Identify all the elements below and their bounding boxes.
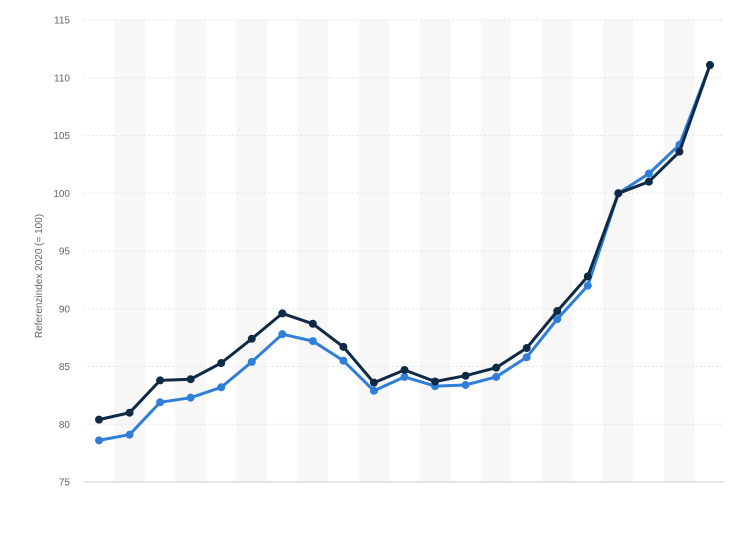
- series-2-point: [553, 315, 562, 324]
- series-1-point: [553, 307, 562, 316]
- y-tick-label: 100: [53, 189, 70, 200]
- series-1-point: [461, 371, 470, 380]
- series-1-point: [369, 378, 378, 387]
- series-group: [95, 61, 714, 445]
- y-tick-label: 110: [54, 73, 70, 84]
- series-1-point: [278, 309, 287, 318]
- y-tick-label: 80: [59, 420, 71, 431]
- y-tick-label: 75: [59, 478, 71, 489]
- series-2-point: [644, 169, 653, 178]
- series-2-point: [217, 383, 226, 392]
- y-tick-label: 85: [59, 362, 71, 373]
- series-1-point: [583, 272, 592, 281]
- series-2-point: [186, 393, 195, 402]
- series-1-point: [492, 363, 501, 372]
- series-1-point: [644, 177, 653, 186]
- series-2-point: [308, 337, 317, 346]
- series-2-point: [156, 398, 165, 407]
- series-1-point: [125, 408, 134, 417]
- series-2-point: [492, 372, 501, 381]
- series-1-point: [156, 376, 165, 385]
- y-axis-ticks: 75 80 85 90 95 100 105 110 115: [53, 16, 70, 489]
- series-2-point: [278, 330, 287, 339]
- series-2-point: [461, 380, 470, 389]
- series-1-point: [247, 334, 256, 343]
- series-1-point: [217, 359, 226, 368]
- series-1-point: [186, 375, 195, 384]
- y-tick-label: 105: [53, 131, 70, 142]
- series-1-point: [675, 147, 684, 156]
- series-2-point: [583, 281, 592, 290]
- series-1-point: [706, 61, 714, 70]
- series-1-point: [95, 415, 103, 424]
- series-2-point: [369, 386, 378, 395]
- series-2-point: [339, 356, 348, 365]
- gridlines: [84, 19, 724, 483]
- series-1-point: [522, 344, 531, 353]
- series-2-point: [522, 353, 531, 362]
- series-1-point: [400, 365, 409, 374]
- series-1-point: [339, 342, 348, 351]
- series-2-point: [125, 430, 134, 439]
- series-1-point: [308, 319, 317, 328]
- y-tick-label: 115: [54, 16, 70, 27]
- series-2-point: [95, 436, 103, 445]
- series-1-point: [614, 189, 623, 198]
- series-2-point: [400, 372, 409, 381]
- y-axis-title: Referenzindex 2020 (= 100): [34, 214, 45, 338]
- series-1-point: [431, 377, 440, 386]
- series-2-point: [247, 357, 256, 366]
- series-1: [95, 61, 714, 424]
- y-tick-label: 90: [59, 304, 71, 315]
- y-tick-label: 95: [59, 247, 71, 258]
